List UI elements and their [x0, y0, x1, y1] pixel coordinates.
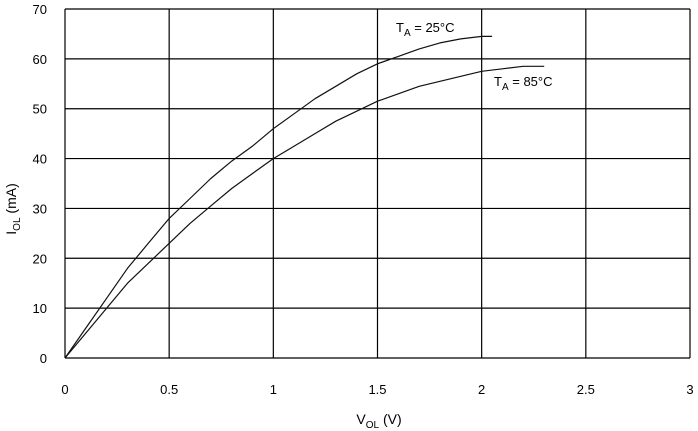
y-tick-labels: 0 10 20 30 40 50 60 70 [33, 2, 47, 366]
x-tick-label: 2 [478, 382, 485, 397]
x-tick-label: 1.5 [368, 382, 386, 397]
y-tick-label: 70 [33, 2, 47, 17]
series-line-25c [64, 35, 493, 359]
y-axis-label: IOL (mA) [3, 183, 23, 234]
series-line-85c [64, 65, 545, 359]
x-tick-label: 0.5 [160, 382, 178, 397]
y-tick-label: 60 [33, 52, 47, 67]
y-tick-label: 0 [40, 351, 47, 366]
y-tick-label: 50 [33, 102, 47, 117]
x-tick-label: 1 [270, 382, 277, 397]
x-tick-labels: 0 0.5 1 1.5 2 2.5 3 [61, 382, 693, 397]
series-label-85c: TA = 85°C [494, 74, 553, 93]
y-tick-label: 40 [33, 152, 47, 167]
x-tick-label: 0 [61, 382, 68, 397]
series-lines [64, 35, 545, 359]
y-tick-label: 10 [33, 301, 47, 316]
x-tick-label: 3 [686, 382, 693, 397]
grid [64, 8, 691, 359]
x-tick-label: 2.5 [577, 382, 595, 397]
y-tick-label: 30 [33, 201, 47, 216]
y-tick-label: 20 [33, 251, 47, 266]
series-label-25c: TA = 25°C [396, 20, 455, 39]
x-axis-label: VOL (V) [356, 411, 401, 431]
